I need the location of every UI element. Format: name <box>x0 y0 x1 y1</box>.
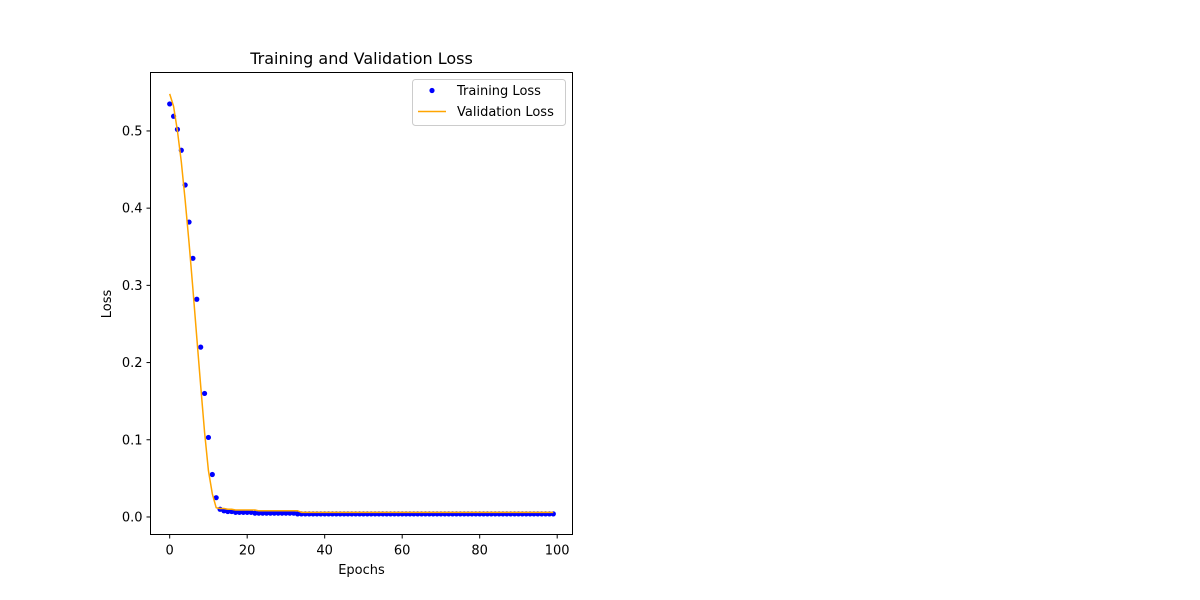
training-loss-point <box>240 509 246 515</box>
training-loss-point <box>291 510 297 516</box>
training-loss-point <box>283 510 289 516</box>
training-loss-point <box>232 509 239 515</box>
x-tick-label: 20 <box>239 544 256 559</box>
training-loss-point <box>167 101 173 107</box>
legend-box <box>412 79 566 126</box>
plot-area <box>167 93 556 517</box>
y-tick-label: 0.3 <box>122 279 143 294</box>
x-axis-ticks: 0 20 40 60 80 100 <box>166 534 570 559</box>
training-loss-point <box>205 434 212 441</box>
training-loss-point <box>260 510 266 516</box>
x-tick-label: 80 <box>471 544 488 559</box>
x-tick-label: 100 <box>545 544 570 559</box>
legend-training-marker <box>429 87 435 94</box>
x-tick-label: 60 <box>394 544 411 559</box>
training-loss-point <box>248 509 254 515</box>
x-tick-label: 40 <box>316 544 333 559</box>
training-loss-point <box>267 510 274 516</box>
y-axis-ticks: 0.0 0.1 0.2 0.3 0.4 0.5 <box>122 124 151 525</box>
training-loss-point <box>236 509 243 515</box>
training-loss-point <box>271 510 277 516</box>
legend-training-label: Training Loss <box>456 84 541 99</box>
x-tick-label: 0 <box>166 544 174 559</box>
training-loss-point <box>198 344 204 350</box>
y-axis-label: Loss <box>100 290 115 319</box>
training-loss-point <box>294 511 301 517</box>
training-loss-point <box>194 296 200 302</box>
y-tick-label: 0.1 <box>122 433 143 448</box>
training-loss-point <box>201 390 208 397</box>
y-tick-label: 0.2 <box>122 356 143 371</box>
training-loss-point <box>256 510 262 516</box>
training-loss-point <box>263 510 270 516</box>
training-loss-point <box>287 510 293 516</box>
y-tick-label: 0.5 <box>122 124 143 139</box>
validation-loss-line <box>168 93 554 514</box>
legend: Training Loss Validation Loss <box>412 79 566 126</box>
training-loss-point <box>213 495 219 501</box>
y-tick-label: 0.0 <box>122 510 143 525</box>
y-tick-label: 0.4 <box>122 202 143 217</box>
chart-title: Training and Validation Loss <box>249 49 473 68</box>
training-loss-point <box>275 510 281 516</box>
training-loss-point <box>190 255 196 261</box>
legend-validation-label: Validation Loss <box>457 105 554 120</box>
training-loss-point <box>225 508 231 515</box>
training-loss-point <box>252 510 258 516</box>
training-loss-point <box>279 510 285 516</box>
training-loss-point <box>209 471 215 478</box>
training-loss-point <box>244 509 250 515</box>
x-axis-label: Epochs <box>338 563 385 578</box>
axes-frame <box>150 72 573 535</box>
